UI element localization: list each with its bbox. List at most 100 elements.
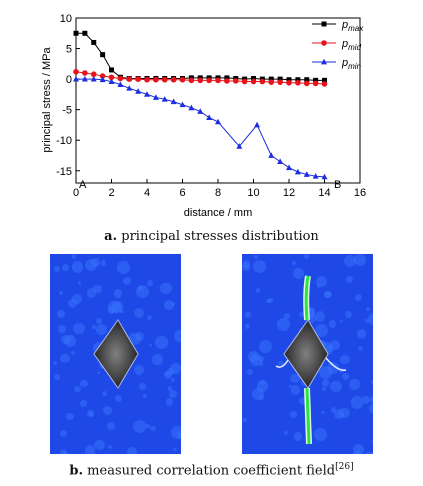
series-line — [76, 32, 325, 81]
field-speckle — [72, 261, 84, 273]
field-speckle — [251, 387, 264, 401]
field-speckle — [321, 387, 326, 392]
data-point — [170, 98, 177, 105]
field-speckle — [253, 260, 266, 273]
data-point — [161, 96, 168, 102]
field-speckle — [358, 345, 364, 351]
field-speckle — [342, 372, 350, 380]
field-speckle — [101, 260, 107, 266]
field-speckle — [292, 261, 296, 265]
series-p-mid — [73, 68, 328, 87]
field-speckle — [113, 289, 123, 298]
field-speckle — [369, 396, 373, 403]
field-speckle — [258, 339, 272, 353]
data-point — [236, 143, 243, 149]
field-speckle — [255, 288, 261, 293]
data-point — [303, 171, 310, 177]
field-speckle — [250, 354, 262, 366]
data-point — [268, 152, 275, 158]
field-speckle — [94, 440, 105, 451]
hole-right-with-cracks — [275, 275, 347, 445]
data-point — [215, 118, 221, 125]
x-tick-label: 12 — [283, 187, 295, 199]
field-speckle — [150, 425, 157, 432]
legend-marker — [321, 40, 327, 46]
field-speckle — [356, 450, 361, 454]
field-speckle — [290, 410, 298, 419]
data-point — [135, 76, 141, 82]
correlation-field-right — [242, 254, 373, 454]
field-speckle — [242, 263, 251, 272]
field-speckle — [171, 301, 176, 306]
field-speckle — [171, 426, 181, 439]
field-speckle — [368, 313, 373, 326]
field-speckle — [247, 351, 259, 363]
hole-left — [93, 319, 139, 389]
caption-b-letter: b. — [69, 463, 84, 479]
field-speckle — [174, 330, 181, 343]
field-speckle — [293, 268, 305, 279]
field-speckle — [363, 451, 373, 454]
data-point — [224, 78, 230, 84]
y-tick-label: -10 — [56, 135, 72, 147]
data-point — [304, 77, 310, 83]
field-speckle — [52, 361, 57, 366]
field-speckle — [168, 389, 177, 398]
caption-b: b. measured correlation coefficient fiel… — [0, 462, 423, 478]
data-point — [108, 78, 115, 84]
data-point — [170, 76, 177, 83]
field-speckle — [319, 365, 333, 379]
field-speckle — [93, 284, 102, 294]
data-point — [153, 76, 159, 83]
data-point — [90, 75, 97, 82]
field-speckle — [87, 410, 95, 418]
field-speckle — [371, 435, 373, 448]
data-point — [206, 114, 213, 121]
data-point — [277, 76, 283, 82]
data-point — [232, 78, 239, 84]
data-point — [73, 30, 79, 36]
field-speckle — [167, 386, 172, 391]
field-speckle — [306, 307, 315, 316]
y-tick-label: 5 — [66, 44, 72, 56]
field-speckle — [165, 398, 174, 406]
field-speckle — [298, 396, 308, 406]
legend-label: pmax — [341, 19, 364, 33]
data-point — [286, 164, 292, 171]
x-tick-label: 16 — [354, 187, 366, 199]
field-speckle — [339, 319, 343, 324]
field-speckle — [290, 384, 301, 395]
data-point — [82, 70, 88, 76]
data-point — [294, 168, 301, 175]
data-point — [108, 74, 115, 81]
field-speckle — [92, 325, 96, 329]
field-speckle — [59, 448, 68, 454]
field-speckle — [160, 283, 172, 295]
field-speckle — [163, 299, 174, 310]
y-tick-label: -15 — [56, 166, 72, 178]
data-point — [144, 76, 150, 83]
field-speckle — [58, 325, 67, 333]
data-point — [73, 75, 79, 82]
field-speckle — [142, 393, 148, 399]
field-speckle — [316, 284, 321, 289]
field-speckle — [314, 311, 326, 322]
data-point — [82, 30, 88, 36]
field-speckle — [293, 431, 303, 441]
field-speckle — [145, 424, 150, 429]
field-speckle — [91, 258, 100, 267]
field-speckle — [356, 329, 367, 339]
field-speckle — [284, 313, 291, 320]
field-speckle — [351, 396, 364, 409]
field-speckle — [77, 280, 82, 285]
field-speckle — [71, 254, 76, 259]
data-point — [206, 77, 212, 84]
field-speckle — [167, 367, 175, 375]
data-point — [224, 75, 230, 81]
field-speckle — [247, 368, 253, 375]
field-speckle — [135, 332, 144, 341]
field-speckle — [173, 447, 177, 452]
field-speckle — [170, 377, 176, 383]
field-speckle — [326, 361, 340, 374]
